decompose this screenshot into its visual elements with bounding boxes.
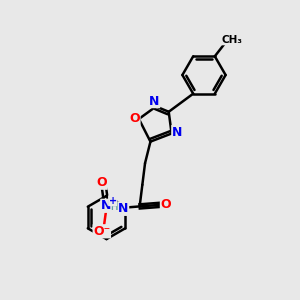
Text: O: O: [129, 112, 140, 125]
Text: O: O: [160, 198, 171, 212]
Text: N: N: [149, 94, 160, 108]
Text: O⁻: O⁻: [93, 225, 110, 238]
Text: H: H: [110, 202, 119, 212]
Text: N: N: [172, 125, 182, 139]
Text: O: O: [97, 176, 107, 189]
Text: CH₃: CH₃: [221, 35, 242, 45]
Text: N: N: [101, 199, 111, 212]
Text: N: N: [118, 202, 129, 215]
Text: +: +: [109, 196, 117, 206]
